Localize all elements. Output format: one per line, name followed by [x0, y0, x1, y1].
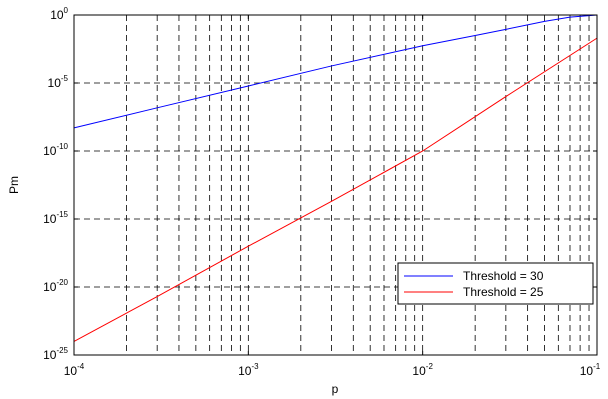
series-line-threshold-30	[73, 14, 598, 129]
legend-label-threshold-25: Threshold = 25	[463, 285, 544, 299]
x-tick-label: 10-1	[580, 362, 601, 378]
legend: Threshold = 30 Threshold = 25	[397, 262, 594, 305]
legend-box	[397, 262, 594, 305]
y-tick-label: 100	[50, 6, 68, 22]
plot-frame	[73, 14, 598, 356]
y-tick-label: 10-5	[48, 74, 69, 90]
x-tick-label: 10-2	[412, 362, 433, 378]
y-tick-label: 10-15	[43, 210, 68, 226]
ticks: 10-4 10-3 10-2 10-1 100 10-5 10-10 10-15 10-20 10…	[43, 6, 601, 378]
series-layer	[73, 14, 598, 342]
y-tick-label: 10-25	[43, 346, 68, 362]
x-tick-label: 10-4	[64, 362, 85, 378]
legend-label-threshold-30: Threshold = 30	[463, 269, 544, 283]
y-axis-label: Pm	[7, 176, 21, 194]
x-tick-label: 10-3	[238, 362, 259, 378]
x-axis-label: p	[332, 382, 339, 396]
series-line-threshold-25	[73, 37, 598, 342]
y-tick-label: 10-10	[43, 142, 68, 158]
y-tick-label: 10-20	[43, 278, 68, 294]
